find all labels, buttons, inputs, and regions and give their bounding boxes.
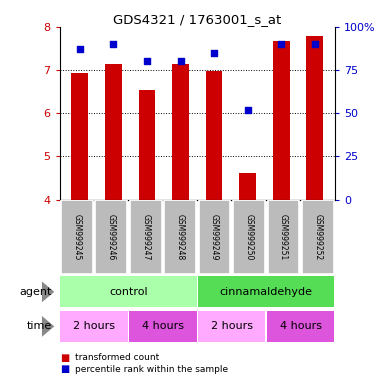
Bar — [198, 276, 334, 307]
Text: time: time — [27, 321, 52, 331]
Point — [177, 58, 184, 65]
Text: transformed count: transformed count — [75, 353, 159, 362]
Bar — [130, 200, 162, 274]
Text: GSM999246: GSM999246 — [107, 214, 116, 260]
Bar — [199, 200, 230, 274]
Bar — [95, 200, 127, 274]
Bar — [239, 173, 256, 200]
Polygon shape — [42, 316, 54, 337]
Text: GSM999250: GSM999250 — [244, 214, 253, 260]
Bar — [61, 200, 93, 274]
Bar — [60, 311, 128, 342]
Text: GSM999251: GSM999251 — [279, 214, 288, 260]
Text: GSM999245: GSM999245 — [72, 214, 81, 260]
Text: GSM999247: GSM999247 — [141, 214, 150, 260]
Text: cinnamaldehyde: cinnamaldehyde — [219, 287, 313, 297]
Text: GSM999249: GSM999249 — [210, 214, 219, 260]
Text: GSM999252: GSM999252 — [313, 214, 322, 260]
Bar — [273, 41, 290, 200]
Point — [144, 58, 150, 65]
Point — [312, 41, 318, 47]
Point — [278, 41, 284, 47]
Bar — [302, 200, 333, 274]
Title: GDS4321 / 1763001_s_at: GDS4321 / 1763001_s_at — [113, 13, 281, 26]
Text: 2 hours: 2 hours — [73, 321, 115, 331]
Point — [211, 50, 217, 56]
Bar — [198, 311, 265, 342]
Polygon shape — [42, 281, 54, 302]
Bar — [129, 311, 197, 342]
Bar — [172, 65, 189, 200]
Point — [110, 41, 117, 47]
Text: 4 hours: 4 hours — [280, 321, 321, 331]
Bar — [105, 65, 122, 200]
Text: percentile rank within the sample: percentile rank within the sample — [75, 365, 228, 374]
Bar — [139, 89, 156, 200]
Point — [244, 107, 251, 113]
Text: ■: ■ — [60, 364, 69, 374]
Text: GSM999248: GSM999248 — [176, 214, 185, 260]
Text: 2 hours: 2 hours — [211, 321, 253, 331]
Bar — [267, 311, 334, 342]
Text: 4 hours: 4 hours — [142, 321, 184, 331]
Bar — [206, 71, 223, 200]
Bar — [268, 200, 299, 274]
Bar — [60, 276, 197, 307]
Text: control: control — [109, 287, 148, 297]
Bar — [306, 36, 323, 200]
Text: ■: ■ — [60, 353, 69, 363]
Point — [77, 46, 83, 53]
Text: agent: agent — [20, 287, 52, 297]
Bar — [233, 200, 265, 274]
Bar — [164, 200, 196, 274]
Bar — [72, 73, 88, 200]
